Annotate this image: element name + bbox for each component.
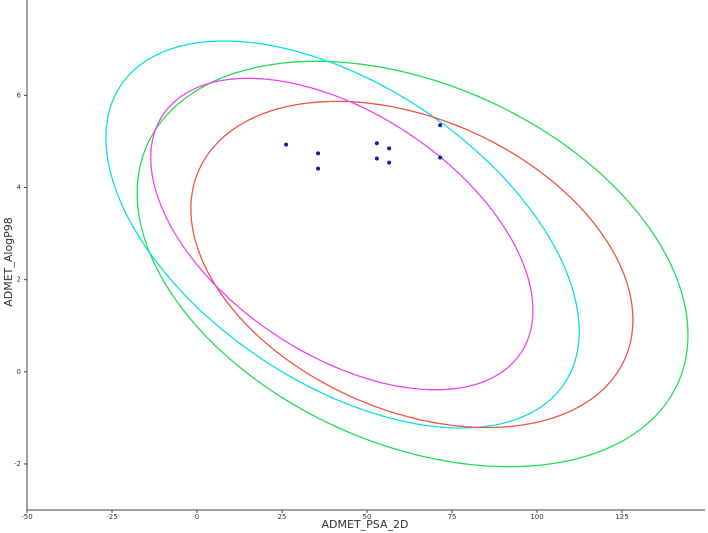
ellipse <box>105 40 580 429</box>
point <box>374 156 379 161</box>
x-tick-label: 0 <box>195 513 199 521</box>
x-tick-label: 75 <box>448 513 457 521</box>
x-tick-label: 50 <box>363 513 372 521</box>
ellipse <box>190 100 634 429</box>
point <box>438 123 443 128</box>
point <box>316 166 321 171</box>
x-tick-label: 100 <box>530 513 543 521</box>
x-tick-label: -50 <box>21 513 32 521</box>
point <box>374 141 379 146</box>
y-tick-label: 2 <box>17 276 21 284</box>
y-tick-label: -2 <box>14 460 21 468</box>
point <box>387 160 392 165</box>
x-tick-label: 125 <box>615 513 628 521</box>
y-tick-label: 4 <box>17 184 22 192</box>
x-tick-label: 25 <box>278 513 287 521</box>
point <box>438 155 443 160</box>
x-tick-label: -25 <box>106 513 117 521</box>
x-axis-label: ADMET_PSA_2D <box>322 518 409 531</box>
y-tick-label: 6 <box>17 91 22 99</box>
point <box>387 146 392 151</box>
ellipse <box>136 60 689 468</box>
y-axis-label: ADMET_AlogP98 <box>2 217 15 307</box>
ellipse <box>150 77 534 391</box>
y-tick-label: 0 <box>17 368 21 376</box>
point <box>316 151 321 156</box>
point <box>284 142 289 147</box>
